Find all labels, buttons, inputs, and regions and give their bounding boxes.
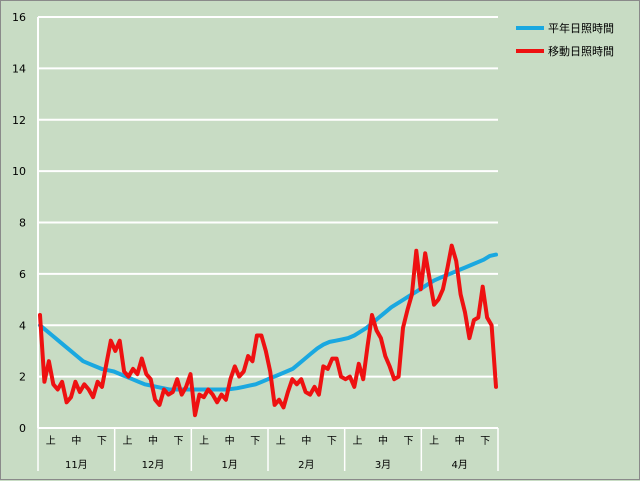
x-sub-label-5: 下 xyxy=(174,436,184,447)
y-tick-label-14: 14 xyxy=(12,62,26,75)
x-group-label-1: 12月 xyxy=(142,459,165,471)
x-group-label-3: 2月 xyxy=(298,459,314,471)
x-sub-label-14: 下 xyxy=(404,436,414,447)
x-sub-label-4: 中 xyxy=(148,434,158,447)
x-sub-label-7: 中 xyxy=(225,434,235,447)
x-group-label-0: 11月 xyxy=(65,459,88,471)
y-tick-label-4: 4 xyxy=(19,319,26,332)
y-tick-label-10: 10 xyxy=(12,165,26,178)
series-line-1 xyxy=(38,243,498,418)
legend-label-1: 移動日照時間 xyxy=(548,44,614,58)
x-sub-label-16: 中 xyxy=(455,434,465,447)
x-group-label-2: 1月 xyxy=(221,459,237,471)
x-sub-label-0: 上 xyxy=(46,435,56,447)
x-sub-label-3: 上 xyxy=(122,435,132,447)
x-sub-label-6: 上 xyxy=(199,435,209,447)
x-sub-label-11: 下 xyxy=(327,436,337,447)
x-sub-label-1: 中 xyxy=(71,434,81,447)
y-tick-label-6: 6 xyxy=(19,268,26,281)
x-sub-label-13: 中 xyxy=(378,434,388,447)
x-sub-label-8: 下 xyxy=(250,436,260,447)
x-sub-label-15: 上 xyxy=(429,435,439,447)
x-sub-label-17: 下 xyxy=(480,436,490,447)
x-sub-label-12: 上 xyxy=(352,435,362,447)
x-sub-label-10: 中 xyxy=(301,434,311,447)
x-sub-label-9: 上 xyxy=(276,435,286,447)
y-tick-label-0: 0 xyxy=(19,422,26,435)
y-tick-label-16: 16 xyxy=(12,11,26,24)
x-sub-label-2: 下 xyxy=(97,436,107,447)
y-tick-label-12: 12 xyxy=(12,114,26,127)
y-tick-label-2: 2 xyxy=(19,371,26,384)
x-group-label-5: 4月 xyxy=(451,459,467,471)
legend-label-0: 平年日照時間 xyxy=(548,21,614,35)
y-tick-label-8: 8 xyxy=(19,217,26,230)
x-group-label-4: 3月 xyxy=(375,459,391,471)
